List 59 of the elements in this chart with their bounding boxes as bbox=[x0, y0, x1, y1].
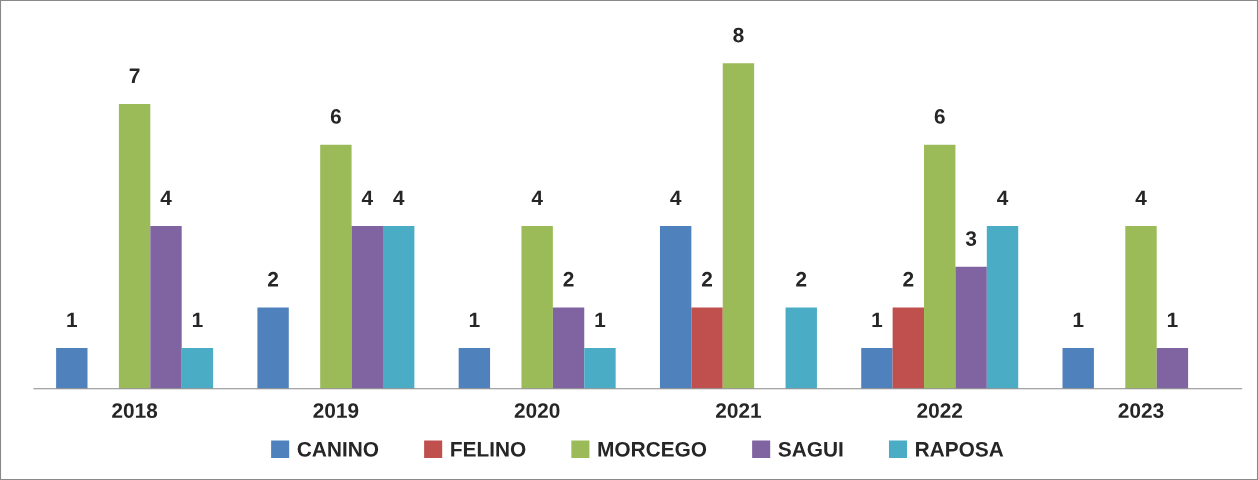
bar bbox=[584, 348, 616, 389]
legend-label: MORCEGO bbox=[598, 441, 707, 457]
bar bbox=[56, 348, 88, 389]
bar bbox=[552, 307, 585, 389]
legend-label: RAPOSA bbox=[916, 441, 1004, 457]
data-label: 6 bbox=[330, 109, 341, 124]
x-tick-label: 2022 bbox=[917, 403, 963, 418]
data-label: 1 bbox=[595, 312, 606, 328]
bar bbox=[861, 348, 893, 389]
bar bbox=[521, 226, 553, 389]
data-label: 2 bbox=[563, 271, 574, 287]
bar bbox=[659, 226, 692, 389]
x-tick-label: 2018 bbox=[112, 403, 158, 418]
data-label: 4 bbox=[997, 190, 1009, 206]
bar bbox=[458, 348, 491, 389]
data-label: 1 bbox=[192, 312, 203, 328]
bar bbox=[1156, 348, 1189, 389]
data-label: 4 bbox=[670, 190, 682, 206]
legend-label: FELINO bbox=[451, 441, 526, 457]
bar bbox=[150, 226, 182, 389]
x-tick-label: 2023 bbox=[1118, 403, 1164, 419]
x-tick-label: 2019 bbox=[313, 403, 359, 418]
data-label: 4 bbox=[531, 190, 543, 206]
data-label: 7 bbox=[129, 68, 140, 83]
x-tick-label: 2020 bbox=[514, 403, 560, 418]
data-label: 4 bbox=[361, 190, 373, 206]
data-label: 1 bbox=[67, 312, 78, 328]
bar bbox=[257, 307, 289, 389]
bar bbox=[691, 307, 723, 389]
bar bbox=[320, 144, 352, 389]
bar bbox=[118, 103, 151, 389]
data-label: 2 bbox=[268, 271, 279, 287]
bar bbox=[892, 307, 925, 389]
legend-label: CANINO bbox=[297, 441, 379, 457]
bar bbox=[382, 226, 415, 389]
x-tick-label: 2021 bbox=[716, 403, 762, 418]
data-label: 2 bbox=[701, 271, 713, 287]
data-label: 4 bbox=[1135, 190, 1147, 206]
data-label: 1 bbox=[1167, 312, 1178, 328]
data-label: 4 bbox=[393, 190, 405, 206]
bar bbox=[955, 266, 987, 389]
data-label: 2 bbox=[903, 271, 914, 287]
data-label: 1 bbox=[469, 312, 480, 328]
bar bbox=[924, 144, 956, 389]
bar bbox=[785, 307, 817, 389]
bar bbox=[1125, 226, 1157, 389]
bar bbox=[722, 63, 755, 389]
bar bbox=[1062, 348, 1094, 389]
bar bbox=[986, 226, 1019, 389]
bar bbox=[351, 226, 383, 389]
data-label: 2 bbox=[796, 271, 807, 287]
data-label: 1 bbox=[1073, 312, 1084, 328]
data-label: 1 bbox=[872, 312, 883, 328]
data-label: 4 bbox=[160, 190, 172, 206]
data-label: 8 bbox=[733, 27, 744, 43]
legend-label: SAGUI bbox=[778, 441, 843, 457]
bar bbox=[181, 348, 214, 389]
data-label: 6 bbox=[934, 109, 945, 124]
data-label: 3 bbox=[965, 231, 977, 246]
